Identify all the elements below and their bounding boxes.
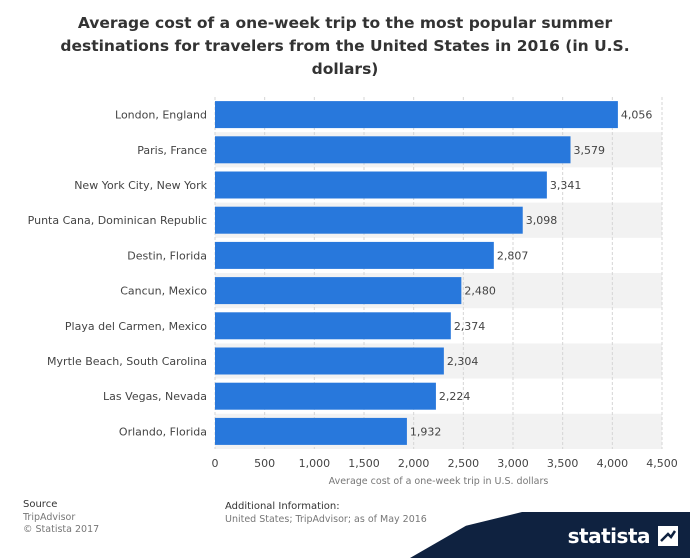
bar xyxy=(215,277,462,305)
additional-info-block: Additional Information: United States; T… xyxy=(225,501,427,526)
category-label: Las Vegas, Nevada xyxy=(103,390,207,403)
statista-mark-icon xyxy=(658,526,678,546)
value-label: 2,480 xyxy=(464,285,496,298)
category-label: London, England xyxy=(115,109,207,122)
source-name: TripAdvisor xyxy=(23,512,76,523)
category-label: Destin, Florida xyxy=(127,249,207,262)
category-label: Myrtle Beach, South Carolina xyxy=(47,355,207,368)
bar xyxy=(215,171,547,199)
x-tick-label: 3,000 xyxy=(497,457,529,470)
x-tick-label: 2,500 xyxy=(448,457,480,470)
chart-title-line-2: destinations for travelers from the Unit… xyxy=(60,37,630,55)
x-tick-label: 2,000 xyxy=(398,457,430,470)
bar-chart: 0 500 1,000 1,500 2,000 2,500 3,000 3,500 4,000 4… xyxy=(28,97,678,487)
additional-info-heading: Additional Information: xyxy=(225,501,340,512)
value-label: 2,807 xyxy=(497,249,529,262)
copyright: © Statista 2017 xyxy=(23,524,100,535)
value-label: 3,579 xyxy=(574,144,606,157)
x-tick-label: 4,500 xyxy=(646,457,678,470)
category-label: Playa del Carmen, Mexico xyxy=(65,320,207,333)
bar xyxy=(215,382,436,410)
bar xyxy=(215,136,571,164)
bar xyxy=(215,241,494,269)
value-label: 2,224 xyxy=(439,390,471,403)
additional-info-text: United States; TripAdvisor; as of May 20… xyxy=(225,514,427,525)
logo-text: statista xyxy=(567,524,651,548)
category-label: Punta Cana, Dominican Republic xyxy=(28,214,207,227)
value-label: 4,056 xyxy=(621,109,653,122)
bar xyxy=(215,347,444,375)
chart-title-line-1: Average cost of a one-week trip to the m… xyxy=(77,14,613,32)
x-tick-label: 1,500 xyxy=(348,457,380,470)
value-label: 1,932 xyxy=(410,425,442,438)
category-label: New York City, New York xyxy=(74,179,207,192)
source-block: Source TripAdvisor © Statista 2017 xyxy=(23,499,99,536)
statista-logo[interactable]: statista xyxy=(410,512,690,558)
x-tick-label: 0 xyxy=(212,457,219,470)
x-tick-label: 1,000 xyxy=(299,457,331,470)
x-tick-label: 500 xyxy=(254,457,275,470)
chart-title-line-3: dollars) xyxy=(311,60,379,78)
value-label: 2,374 xyxy=(454,320,486,333)
chart-title: Average cost of a one-week trip to the m… xyxy=(40,12,650,81)
category-label: Paris, France xyxy=(137,144,207,157)
bar xyxy=(215,101,618,129)
x-tick-label: 3,500 xyxy=(547,457,579,470)
bar xyxy=(215,312,451,340)
category-label: Cancun, Mexico xyxy=(120,285,207,298)
bar xyxy=(215,417,407,445)
source-heading: Source xyxy=(23,499,58,510)
bar xyxy=(215,206,523,234)
x-tick-label: 4,000 xyxy=(597,457,629,470)
value-label: 3,341 xyxy=(550,179,582,192)
value-label: 2,304 xyxy=(447,355,479,368)
value-label: 3,098 xyxy=(526,214,558,227)
category-label: Orlando, Florida xyxy=(119,425,207,438)
x-axis-label: Average cost of a one-week trip in U.S. … xyxy=(329,476,549,487)
